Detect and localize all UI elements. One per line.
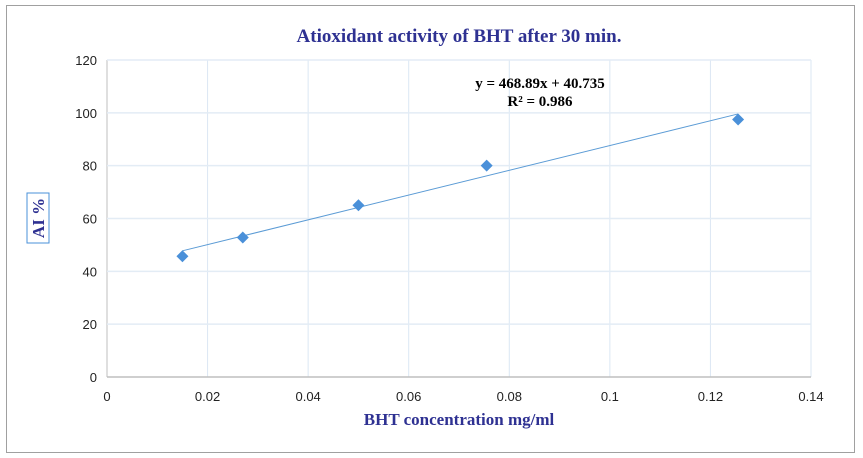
x-tick-label: 0.12 bbox=[698, 389, 723, 404]
y-tick-label: 0 bbox=[90, 370, 97, 385]
x-tick-label: 0.06 bbox=[396, 389, 421, 404]
chart-title: Atioxidant activity of BHT after 30 min. bbox=[297, 26, 622, 47]
x-tick-label: 0 bbox=[103, 389, 110, 404]
data-point bbox=[236, 231, 249, 244]
data-point bbox=[732, 113, 745, 126]
y-tick-label: 20 bbox=[83, 317, 97, 332]
y-tick-label: 40 bbox=[83, 264, 97, 279]
x-axis-title: BHT concentration mg/ml bbox=[364, 410, 555, 429]
data-point bbox=[176, 250, 189, 263]
x-tick-label: 0.1 bbox=[601, 389, 619, 404]
data-point bbox=[352, 199, 365, 212]
y-tick-label: 120 bbox=[75, 53, 97, 68]
trendline-r2: R² = 0.986 bbox=[507, 94, 573, 110]
x-tick-label: 0.08 bbox=[497, 389, 522, 404]
chart-frame bbox=[6, 5, 855, 453]
y-axis-title-box bbox=[26, 192, 50, 244]
y-tick-label: 60 bbox=[83, 212, 97, 227]
data-point bbox=[480, 159, 493, 172]
y-tick-label: 100 bbox=[75, 106, 97, 121]
trendline-equation: y = 468.89x + 40.735 bbox=[475, 76, 605, 92]
x-tick-label: 0.02 bbox=[195, 389, 220, 404]
trendline bbox=[182, 113, 739, 252]
y-axis-title: AI % bbox=[29, 198, 48, 238]
x-tick-label: 0.14 bbox=[798, 389, 823, 404]
y-tick-label: 80 bbox=[83, 159, 97, 174]
x-tick-label: 0.04 bbox=[295, 389, 320, 404]
